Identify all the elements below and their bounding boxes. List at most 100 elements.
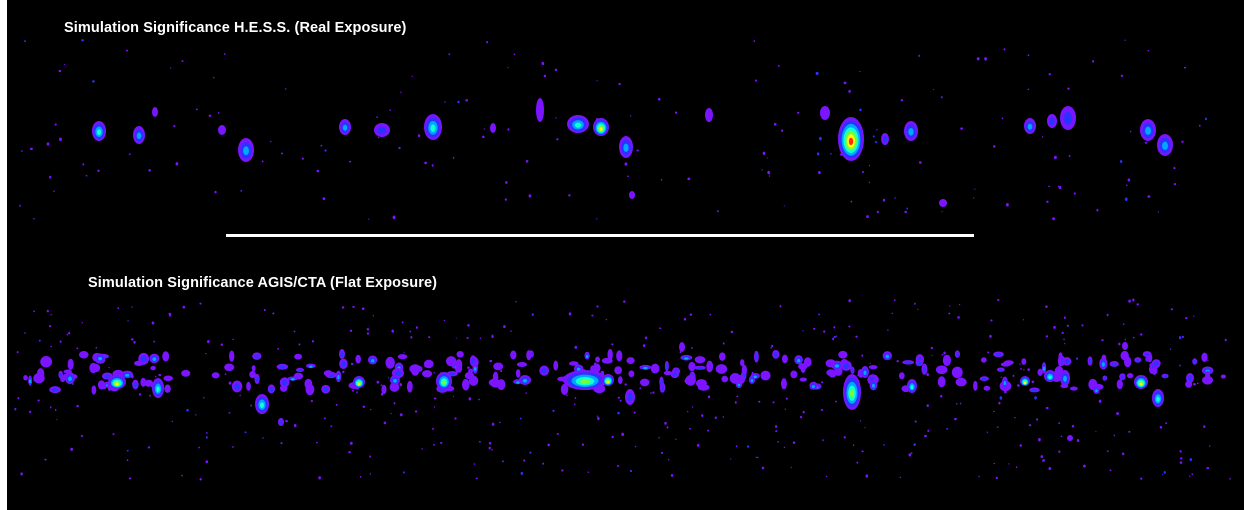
noise-speck [491, 422, 495, 426]
noise-speck [1040, 455, 1044, 459]
noise-speck [797, 111, 800, 114]
noise-speck [659, 327, 662, 330]
noise-speck [1098, 399, 1102, 403]
source-blob [1186, 373, 1194, 383]
noise-speck [195, 108, 198, 111]
noise-speck [644, 336, 648, 340]
plane-blob [1192, 358, 1198, 365]
noise-speck [130, 338, 134, 341]
noise-speck [1096, 208, 1099, 212]
plane-blob [397, 354, 408, 360]
noise-speck [914, 302, 916, 305]
noise-speck [147, 446, 151, 449]
noise-speck [1017, 384, 1020, 387]
noise-speck [1008, 463, 1010, 465]
noise-speck [1058, 422, 1060, 425]
source-blob [374, 123, 390, 137]
noise-speck [823, 330, 826, 333]
noise-speck [53, 190, 55, 193]
noise-speck [687, 177, 691, 181]
noise-speck [819, 136, 822, 141]
noise-speck [37, 399, 40, 402]
noise-speck [1058, 450, 1061, 453]
noise-speck [926, 372, 929, 377]
noise-speck [754, 79, 758, 82]
noise-speck [46, 142, 50, 146]
plane-blob [560, 383, 569, 395]
noise-speck [1027, 54, 1030, 57]
noise-speck [452, 396, 455, 398]
noise-speck [399, 383, 402, 387]
noise-speck [117, 307, 120, 310]
noise-speck [1173, 167, 1176, 170]
plane-blob [132, 379, 139, 390]
noise-speck [1031, 380, 1035, 383]
noise-speck [224, 373, 227, 375]
noise-speck [852, 444, 855, 446]
noise-speck [368, 218, 370, 220]
noise-speck [876, 128, 878, 131]
noise-speck [924, 434, 927, 438]
noise-speck [904, 210, 908, 214]
noise-speck [68, 331, 71, 335]
noise-speck [452, 156, 455, 159]
noise-speck [1122, 323, 1125, 325]
plane-blob [980, 357, 987, 363]
source-blob [92, 121, 106, 141]
noise-speck [44, 458, 47, 461]
noise-speck [543, 74, 547, 78]
noise-speck [1127, 178, 1131, 182]
noise-speck [701, 414, 704, 417]
noise-speck [529, 451, 532, 454]
noise-speck [624, 383, 627, 386]
noise-speck [629, 469, 633, 473]
noise-speck [20, 472, 23, 476]
plane-blob [456, 351, 464, 358]
plane-blob [295, 367, 305, 372]
plane-blob [515, 369, 521, 378]
noise-speck [783, 446, 786, 449]
noise-speck [596, 415, 599, 417]
noise-speck [799, 415, 803, 419]
noise-speck [561, 469, 564, 472]
noise-speck [957, 316, 960, 319]
noise-speck [261, 160, 264, 163]
noise-speck [1128, 299, 1131, 303]
noise-speck [1004, 390, 1007, 394]
plane-blob [614, 366, 622, 375]
plane-blob [828, 369, 837, 378]
source-blob [593, 118, 609, 136]
noise-speck [843, 436, 846, 439]
noise-speck [71, 382, 74, 385]
noise-speck [1058, 185, 1062, 190]
noise-speck [818, 171, 821, 175]
noise-speck [148, 169, 151, 172]
noise-speck [1101, 339, 1104, 342]
noise-speck [908, 453, 912, 457]
noise-speck [627, 175, 630, 178]
plane-blob [254, 373, 260, 385]
noise-speck [931, 355, 933, 357]
plane-blob [276, 363, 289, 370]
noise-speck [1113, 434, 1115, 437]
noise-speck [596, 218, 598, 220]
noise-speck [542, 462, 545, 465]
noise-speck [342, 370, 345, 374]
plane-blob [279, 377, 290, 388]
noise-speck [56, 419, 58, 421]
noise-speck [285, 88, 287, 90]
noise-speck [128, 477, 132, 480]
plane-blob [664, 360, 669, 372]
noise-speck [1014, 416, 1016, 419]
plane-blob [942, 354, 952, 367]
noise-speck [855, 335, 858, 338]
noise-speck [1067, 87, 1070, 90]
noise-speck [617, 396, 620, 399]
noise-speck [507, 67, 509, 69]
noise-speck [1063, 316, 1066, 319]
plane-blob [616, 350, 623, 362]
noise-speck [1003, 48, 1006, 51]
plane-blob [134, 360, 144, 366]
noise-speck [76, 347, 79, 350]
noise-speck [1045, 406, 1049, 410]
